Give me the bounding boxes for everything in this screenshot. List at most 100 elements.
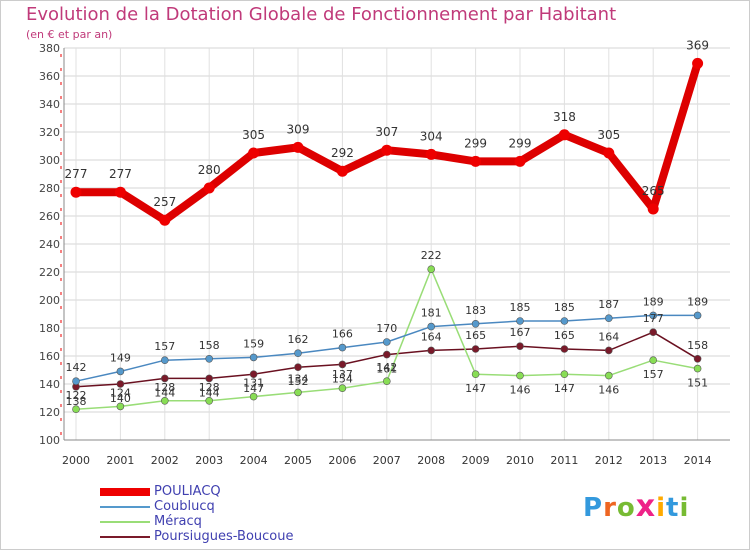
data-label: 307 <box>375 125 398 139</box>
data-point <box>516 342 524 351</box>
grid <box>64 47 730 441</box>
data-label: 277 <box>109 167 132 181</box>
data-point <box>249 392 258 401</box>
data-label: 161 <box>376 363 397 376</box>
data-label: 144 <box>154 386 175 399</box>
data-label: 277 <box>65 167 88 181</box>
legend-swatch <box>100 488 150 496</box>
logo-letter: x <box>635 489 657 524</box>
data-label: 152 <box>288 375 309 388</box>
data-point <box>338 343 347 352</box>
x-tick-label: 2011 <box>550 454 578 467</box>
data-point <box>116 380 125 388</box>
data-point <box>336 165 348 177</box>
logo-letter: i <box>679 493 690 523</box>
data-label: 265 <box>642 184 665 198</box>
axes: 100 120 140 160 180 200 220 240 260 280 300 320 340 3… <box>39 42 730 467</box>
data-label: 157 <box>154 340 175 353</box>
x-tick-label: 2003 <box>195 454 223 467</box>
data-point <box>470 155 482 167</box>
data-label: 146 <box>598 384 619 397</box>
data-label: 144 <box>199 386 220 399</box>
data-point <box>294 363 302 372</box>
legend-swatch <box>100 521 150 523</box>
data-label: 187 <box>598 298 619 311</box>
y-tick-label: 260 <box>39 210 60 223</box>
data-label: 309 <box>287 122 310 136</box>
data-point <box>114 186 126 198</box>
data-label: 166 <box>332 328 353 341</box>
data-label: 305 <box>597 128 620 142</box>
data-point <box>427 265 436 274</box>
data-label: 138 <box>66 395 87 408</box>
legend-swatch <box>100 506 150 508</box>
data-point <box>560 317 569 325</box>
data-label: 124 <box>110 386 131 399</box>
data-label: 170 <box>376 322 397 335</box>
data-label: 299 <box>509 136 532 150</box>
data-label: 131 <box>243 377 264 390</box>
logo-letter: i <box>656 493 667 523</box>
data-label: 165 <box>554 329 575 342</box>
data-point <box>649 356 658 365</box>
y-tick-label: 360 <box>39 70 60 83</box>
legend-label: Méracq <box>154 514 202 529</box>
data-point <box>692 57 704 69</box>
data-point <box>427 346 436 355</box>
data-point <box>516 317 524 325</box>
logo-letter: t <box>666 493 680 523</box>
data-label: 257 <box>153 195 176 209</box>
data-label: 147 <box>465 382 486 395</box>
data-point <box>382 377 391 386</box>
y-tick-label: 180 <box>39 322 60 335</box>
data-point <box>70 186 82 198</box>
data-label: 134 <box>288 372 309 385</box>
data-label: 128 <box>154 381 175 394</box>
data-labels: 138 140 144 144 147 152 154 161 164 165 167 165 164 1… <box>65 38 710 407</box>
data-point <box>427 322 436 331</box>
data-label: 177 <box>643 312 664 325</box>
data-label: 189 <box>687 295 708 308</box>
y-tick-label: 160 <box>39 350 60 363</box>
y-tick-label: 380 <box>39 42 60 55</box>
x-tick-label: 2009 <box>462 454 490 467</box>
data-point <box>338 360 347 369</box>
data-label: 162 <box>288 333 309 346</box>
data-point <box>294 349 302 358</box>
data-point <box>516 371 524 380</box>
proxiti-logo: Proxiti <box>583 489 689 524</box>
x-tick-label: 2004 <box>240 454 268 467</box>
data-label: 280 <box>198 163 221 177</box>
data-label: 137 <box>332 368 353 381</box>
line-chart: 100 120 140 160 180 200 220 240 260 280 300 320 340 3… <box>39 38 730 467</box>
data-point <box>116 367 125 376</box>
data-point <box>382 338 391 346</box>
data-label: 159 <box>243 337 264 350</box>
data-point <box>161 374 169 383</box>
data-label: 318 <box>553 110 576 124</box>
data-label: 185 <box>554 301 575 314</box>
data-point <box>693 311 702 320</box>
x-tick-label: 2005 <box>284 454 312 467</box>
data-label: 181 <box>421 307 442 320</box>
data-point <box>72 377 80 386</box>
data-label: 149 <box>110 351 131 364</box>
data-point <box>560 345 569 353</box>
series <box>70 57 704 414</box>
data-point <box>161 396 169 405</box>
x-tick-label: 2000 <box>62 454 90 467</box>
data-label: 146 <box>510 384 531 397</box>
data-label: 158 <box>199 339 220 352</box>
legend-swatch <box>100 536 150 538</box>
x-tick-label: 2008 <box>417 454 445 467</box>
data-point <box>514 155 526 167</box>
logo-letter: r <box>603 493 617 523</box>
data-label: 147 <box>554 382 575 395</box>
data-label: 189 <box>643 295 664 308</box>
data-point <box>72 405 80 414</box>
data-point <box>425 148 437 160</box>
data-point <box>649 311 658 320</box>
data-label: 147 <box>243 382 264 395</box>
y-tick-label: 320 <box>39 126 60 139</box>
data-point <box>205 374 213 383</box>
